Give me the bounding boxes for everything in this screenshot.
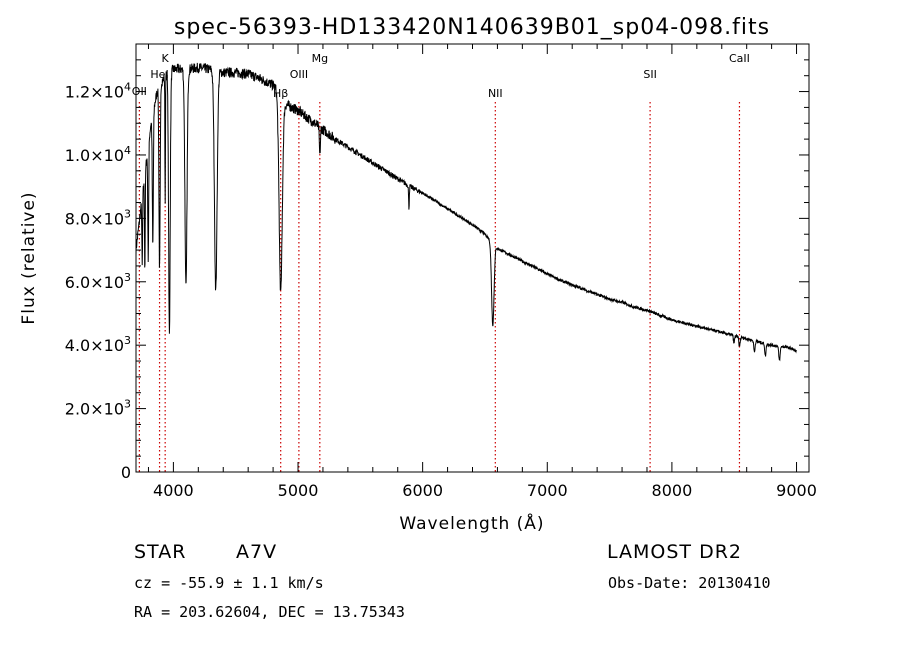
- x-tick-label: 7000: [527, 481, 568, 500]
- y-tick-labels: 0 2.0×103 4.0×103 6.0×103 8.0×103 1.0×104 1.2×…: [65, 81, 131, 482]
- marker-label-oiii: OIII: [290, 68, 308, 81]
- marker-label-caii: CaII: [729, 52, 750, 65]
- marker-label-nii: NII: [488, 87, 503, 100]
- x-tick-label: 6000: [402, 481, 443, 500]
- plot-frame: [135, 43, 810, 473]
- x-tick-label: 8000: [652, 481, 693, 500]
- axis-ticks: [136, 44, 809, 473]
- x-axis-label: Wavelength (Å): [399, 512, 544, 534]
- marker-label-mg: Mg: [312, 52, 328, 65]
- y-tick-label: 4.0×103: [65, 334, 131, 355]
- y-tick-label: 6.0×103: [65, 271, 131, 292]
- y-axis-label: Flux (relative): [19, 191, 39, 324]
- spectral-class: A7V: [236, 541, 278, 563]
- marker-label-k: K: [162, 52, 170, 65]
- x-tick-label: 9000: [776, 481, 817, 500]
- y-tick-label: 8.0×103: [65, 207, 131, 228]
- coordinates: RA = 203.62604, DEC = 13.75343: [134, 603, 405, 621]
- spectrum-line: [135, 62, 797, 362]
- object-type: STAR: [134, 541, 187, 563]
- y-tick-label: 1.0×104: [65, 144, 131, 165]
- redshift-velocity: cz = -55.9 ± 1.1 km/s: [134, 574, 324, 592]
- x-tick-label: 4000: [153, 481, 194, 500]
- y-tick-label: 1.2×104: [65, 81, 131, 102]
- x-tick-label: 5000: [278, 481, 319, 500]
- y-tick-label: 2.0×103: [65, 398, 131, 419]
- observation-date: Obs-Date: 20130410: [608, 574, 771, 592]
- x-tick-labels: 4000 5000 6000 7000 8000 9000: [153, 481, 817, 500]
- survey-name: LAMOST DR2: [607, 541, 742, 563]
- y-tick-label: 0: [121, 463, 131, 482]
- marker-label-sii: SII: [643, 68, 656, 81]
- chart-title: spec-56393-HD133420N140639B01_sp04-098.f…: [174, 15, 770, 40]
